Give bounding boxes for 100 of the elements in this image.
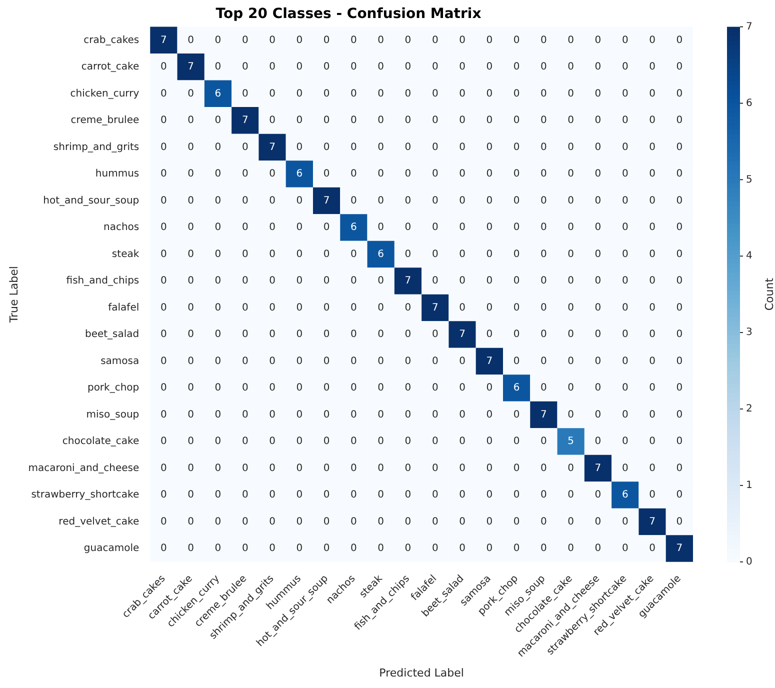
data-label: 0 <box>540 62 547 73</box>
data-label: 7 <box>540 409 547 420</box>
data-label: 0 <box>594 302 602 314</box>
data-label: 0 <box>432 115 438 126</box>
data-label: 7 <box>188 62 194 73</box>
data-label: 0 <box>568 302 574 314</box>
data-label: 0 <box>160 276 167 287</box>
data-label: 0 <box>568 248 574 260</box>
data-label: 0 <box>676 356 683 367</box>
data-label: 0 <box>486 168 493 180</box>
data-label: 0 <box>160 329 167 340</box>
data-label: 0 <box>649 142 656 153</box>
data-label: 0 <box>649 490 656 501</box>
data-label: 0 <box>432 356 438 367</box>
data-label: 0 <box>378 382 384 394</box>
data-label: 0 <box>649 276 656 287</box>
data-label: 0 <box>622 543 628 554</box>
data-label: 0 <box>622 302 628 314</box>
data-label: 0 <box>214 382 222 394</box>
data-label: 0 <box>622 356 628 367</box>
data-label: 0 <box>594 490 602 501</box>
data-label: 0 <box>350 302 357 314</box>
data-label: 0 <box>269 115 276 126</box>
data-label: 0 <box>594 276 602 287</box>
data-label: 0 <box>594 34 602 46</box>
data-label: 0 <box>622 462 628 474</box>
data-label: 7 <box>486 356 493 367</box>
data-label: 0 <box>649 462 656 474</box>
data-label: 0 <box>269 168 276 180</box>
data-label: 0 <box>513 302 520 314</box>
y-tick-label: hummus <box>95 168 140 180</box>
data-label: 0 <box>188 356 194 367</box>
data-label: 0 <box>459 276 466 287</box>
data-label: 0 <box>486 409 493 420</box>
data-label: 0 <box>486 543 493 554</box>
data-label: 0 <box>676 462 683 474</box>
data-label: 0 <box>188 409 194 420</box>
data-label: 0 <box>378 195 384 206</box>
data-label: 0 <box>540 356 547 367</box>
data-label: 0 <box>323 302 330 314</box>
data-label: 6 <box>622 490 628 501</box>
data-label: 0 <box>486 382 493 394</box>
data-label: 0 <box>649 115 656 126</box>
data-label: 0 <box>649 62 656 73</box>
data-label: 0 <box>568 195 574 206</box>
data-label: 0 <box>540 142 547 153</box>
color-bar-label: 6 <box>746 98 752 109</box>
data-label: 0 <box>350 62 357 73</box>
data-label: 0 <box>459 516 466 528</box>
data-label: 0 <box>594 115 602 126</box>
data-label: 0 <box>350 88 357 100</box>
data-label: 0 <box>459 62 466 73</box>
data-label: 0 <box>486 329 493 340</box>
data-label: 0 <box>486 462 493 474</box>
data-label: 0 <box>568 276 574 287</box>
data-label: 0 <box>214 62 222 73</box>
data-label: 0 <box>242 382 248 394</box>
data-label: 0 <box>296 516 303 528</box>
data-label: 0 <box>214 490 222 501</box>
data-label: 0 <box>568 222 574 234</box>
data-label: 0 <box>188 248 194 260</box>
data-label: 0 <box>188 34 194 46</box>
data-label: 0 <box>540 329 547 340</box>
data-label: 0 <box>432 34 438 46</box>
data-label: 0 <box>242 62 248 73</box>
data-label: 0 <box>269 543 276 554</box>
data-label: 0 <box>269 195 276 206</box>
data-label: 0 <box>568 34 574 46</box>
data-label: 0 <box>323 356 330 367</box>
y-axis-title: True Label <box>7 266 20 324</box>
data-label: 0 <box>676 409 683 420</box>
data-label: 0 <box>269 436 276 448</box>
data-label: 0 <box>323 490 330 501</box>
data-label: 0 <box>513 115 520 126</box>
data-label: 0 <box>649 195 656 206</box>
data-label: 0 <box>404 195 412 206</box>
data-label: 0 <box>540 34 547 46</box>
data-label: 0 <box>214 115 222 126</box>
data-label: 0 <box>649 382 656 394</box>
data-label: 0 <box>242 462 248 474</box>
data-label: 0 <box>404 382 412 394</box>
data-label: 0 <box>513 62 520 73</box>
data-label: 0 <box>378 302 384 314</box>
data-label: 0 <box>269 222 276 234</box>
data-label: 0 <box>486 88 493 100</box>
data-label: 7 <box>323 195 330 206</box>
data-label: 0 <box>269 409 276 420</box>
data-label: 0 <box>594 195 602 206</box>
data-label: 0 <box>513 462 520 474</box>
data-label: 0 <box>513 142 520 153</box>
y-tick-label: chocolate_cake <box>62 436 140 448</box>
data-label: 0 <box>323 115 330 126</box>
data-label: 0 <box>296 409 303 420</box>
y-tick-label: samosa <box>100 356 140 367</box>
data-label: 0 <box>459 195 466 206</box>
data-label: 0 <box>432 88 438 100</box>
data-label: 0 <box>296 88 303 100</box>
data-label: 0 <box>269 329 276 340</box>
data-label: 0 <box>622 516 628 528</box>
data-label: 0 <box>160 409 167 420</box>
